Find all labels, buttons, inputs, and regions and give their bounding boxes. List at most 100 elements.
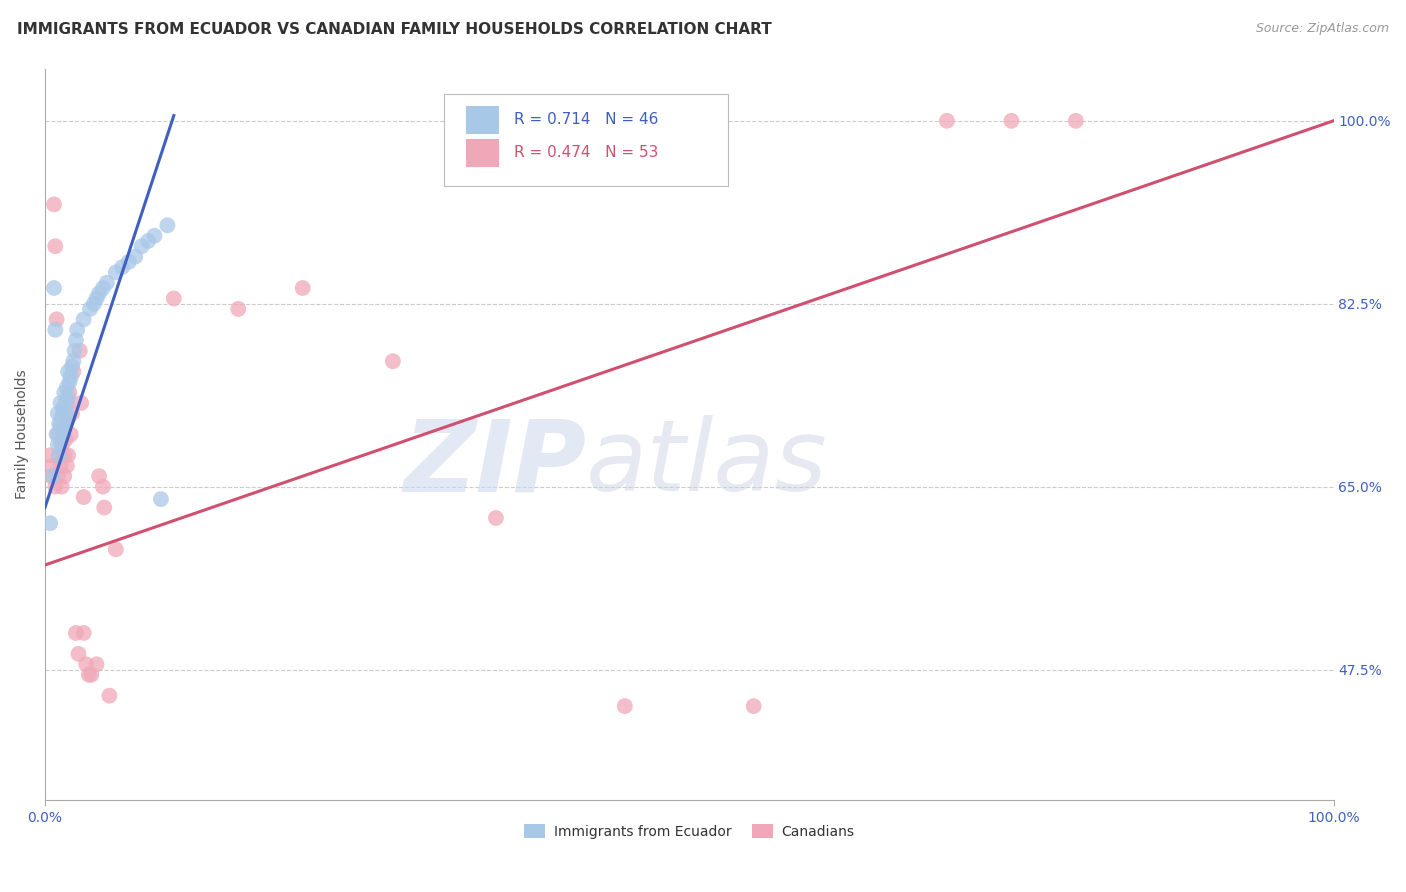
Point [65,626,87,640]
Y-axis label: Family Households: Family Households [15,369,30,500]
Point [72,490,94,504]
Point [60,359,83,374]
Point [44,239,66,253]
Point [51,438,73,452]
Point [53,448,76,462]
Point [83,296,105,310]
Point [49,396,72,410]
Point [56,365,79,379]
Text: R = 0.474   N = 53: R = 0.474 N = 53 [515,145,658,161]
Point [56,411,79,425]
Point [53,385,76,400]
Point [96,276,118,290]
Point [613,699,636,714]
Point [75,657,97,672]
Point [67,647,90,661]
Point [42,197,65,211]
Point [49,433,72,447]
FancyBboxPatch shape [467,106,499,134]
Point [51,427,73,442]
Point [52,407,75,421]
Point [86,657,108,672]
Point [66,323,89,337]
Point [143,228,166,243]
Point [52,427,75,442]
Point [53,469,76,483]
Point [485,511,508,525]
Point [58,375,80,389]
Point [60,407,83,421]
Point [55,396,77,410]
Point [77,667,100,681]
Point [48,448,70,462]
FancyBboxPatch shape [444,95,728,186]
Point [72,626,94,640]
Point [291,281,314,295]
Point [46,469,69,483]
Point [87,286,110,301]
Point [91,281,114,295]
Point [56,407,79,421]
Point [52,422,75,436]
Point [131,239,153,253]
Point [163,292,186,306]
Point [44,480,66,494]
Point [56,396,79,410]
Point [56,380,79,394]
Text: ZIP: ZIP [404,415,586,512]
Point [86,292,108,306]
Point [45,427,67,442]
Point [1000,113,1022,128]
Point [936,113,959,128]
Point [51,480,73,494]
Point [124,250,146,264]
Point [742,699,765,714]
Point [59,427,82,442]
Point [65,333,87,347]
Point [104,265,127,279]
Point [49,417,72,431]
Text: Source: ZipAtlas.com: Source: ZipAtlas.com [1256,22,1389,36]
Point [56,458,79,473]
Point [93,500,115,515]
Point [56,448,79,462]
Point [226,301,249,316]
Text: R = 0.714   N = 46: R = 0.714 N = 46 [515,112,658,128]
Point [39,516,62,531]
Point [55,417,77,431]
Point [98,689,121,703]
Point [39,448,62,462]
Point [58,385,80,400]
Point [51,411,73,425]
Point [91,480,114,494]
Point [70,396,93,410]
Point [62,365,84,379]
Point [53,407,76,421]
Point [52,401,75,416]
Text: IMMIGRANTS FROM ECUADOR VS CANADIAN FAMILY HOUSEHOLDS CORRELATION CHART: IMMIGRANTS FROM ECUADOR VS CANADIAN FAMI… [17,22,772,37]
FancyBboxPatch shape [467,139,499,167]
Point [46,438,69,452]
Point [56,391,79,405]
Point [136,234,159,248]
Point [87,469,110,483]
Point [42,281,65,295]
Point [63,343,86,358]
Point [156,219,179,233]
Point [55,433,77,447]
Point [111,260,134,274]
Point [62,354,84,368]
Point [59,369,82,384]
Point [381,354,404,368]
Point [45,312,67,326]
Point [41,469,63,483]
Point [41,458,63,473]
Point [46,427,69,442]
Point [55,417,77,431]
Point [79,301,101,316]
Point [80,667,103,681]
Point [46,407,69,421]
Point [69,343,91,358]
Point [149,492,172,507]
Point [44,323,66,337]
